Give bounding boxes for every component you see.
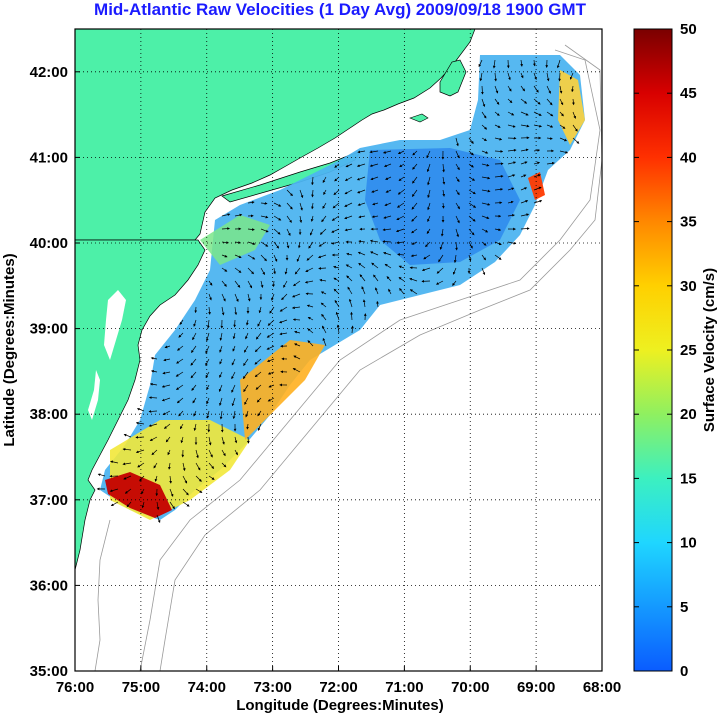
velocity-zone-green: [200, 215, 270, 265]
colorbar-tick-label: 5: [680, 599, 688, 616]
y-tick-label: 41:00: [30, 149, 68, 166]
colorbar-tick-label: 35: [680, 214, 697, 231]
x-tick-label: 70:00: [451, 679, 489, 696]
y-tick-label: 40:00: [30, 235, 68, 252]
colorbar-tick-label: 0: [680, 663, 688, 680]
y-axis-ticks: 42:00 41:00 40:00 39:00 38:00 37:00 36:00 35:00: [30, 64, 80, 680]
x-tick-label: 68:00: [583, 679, 621, 696]
velocity-zone-red-east: [528, 172, 545, 200]
colorbar-label: Surface Velocity (cm/s): [701, 268, 718, 432]
y-tick-label: 42:00: [30, 64, 68, 81]
map-title: Mid-Atlantic Raw Velocities (1 Day Avg) …: [94, 0, 586, 19]
x-tick-label: 74:00: [188, 679, 226, 696]
land-new-england: [75, 29, 476, 241]
velocity-zone-red-south: [105, 472, 172, 518]
x-tick-label: 71:00: [385, 679, 423, 696]
x-tick-label: 73:00: [253, 679, 291, 696]
x-axis-ticks: 76:00 75:00 74:00 73:00 72:00 71:00 70:00 69:00…: [56, 666, 621, 696]
land-cape-cod: [439, 59, 467, 97]
x-tick-label: 75:00: [122, 679, 160, 696]
colorbar-tick-label: 45: [680, 85, 697, 102]
velocity-arrows: [96, 59, 580, 524]
colorbar-tick-label: 50: [680, 21, 697, 38]
colorbar-tick-label: 10: [680, 535, 697, 552]
map-plot-area: [74, 28, 603, 672]
x-axis-label: Longitude (Degrees:Minutes): [236, 697, 444, 714]
colorbar-tick-label: 25: [680, 342, 697, 359]
land-nantucket: [409, 113, 429, 123]
bathymetry-contours: [94, 44, 602, 671]
y-tick-label: 35:00: [30, 663, 68, 680]
land-chesapeake: [88, 370, 100, 420]
colorbar-tick-label: 30: [680, 278, 697, 295]
y-axis-label: Latitude (Degrees:Minutes): [1, 253, 18, 446]
y-tick-label: 38:00: [30, 406, 68, 423]
y-tick-label: 39:00: [30, 321, 68, 338]
y-tick-label: 37:00: [30, 492, 68, 509]
x-tick-label: 72:00: [319, 679, 357, 696]
x-tick-label: 76:00: [56, 679, 94, 696]
colorbar-tick-label: 15: [680, 470, 697, 487]
y-tick-label: 36:00: [30, 577, 68, 594]
land-delmarva-inner: [104, 290, 126, 360]
x-tick-label: 69:00: [517, 679, 555, 696]
colorbar-tick-label: 20: [680, 406, 697, 423]
colorbar-tick-label: 40: [680, 149, 697, 166]
velocity-zone-orange-mid: [240, 340, 325, 440]
